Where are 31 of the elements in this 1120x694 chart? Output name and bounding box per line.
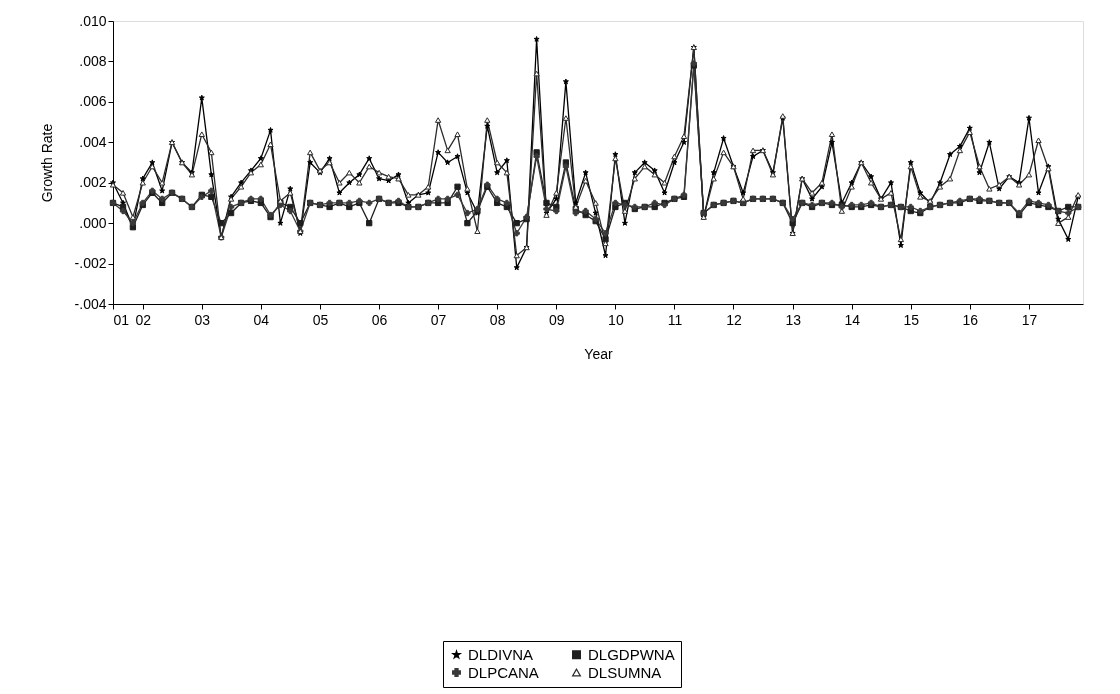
y-tick-label: .006 — [79, 93, 107, 110]
legend-label: DLDIVNA — [468, 645, 534, 663]
x-tick-label: 09 — [549, 311, 565, 328]
x-axis-title: Year — [584, 345, 613, 362]
y-tick-label: -.002 — [74, 255, 107, 272]
x-tick-label: 05 — [312, 311, 329, 328]
x-tick-label: 03 — [194, 311, 211, 328]
x-tick-label: 14 — [844, 311, 861, 328]
y-tick-label: .008 — [79, 52, 107, 69]
x-tick-label: 02 — [135, 311, 152, 328]
x-tick-label: 04 — [253, 311, 270, 328]
y-tick-label: -.004 — [74, 295, 107, 312]
x-tick-label: 10 — [608, 311, 624, 328]
x-tick-label: 16 — [962, 311, 979, 328]
x-tick-label: 08 — [489, 311, 506, 328]
x-tick-label: 17 — [1021, 311, 1038, 328]
legend-label: DLPCANA — [468, 663, 539, 681]
legend-label: DLSUMNA — [588, 663, 662, 681]
x-tick-label: 15 — [903, 311, 920, 328]
x-tick-label: 01 — [113, 311, 130, 328]
x-tick-label: 13 — [785, 311, 802, 328]
y-tick-label: .004 — [79, 133, 107, 150]
y-axis-title: Growth Rate — [38, 123, 55, 203]
x-tick-label: 12 — [726, 311, 742, 328]
x-tick-label: 11 — [667, 311, 683, 328]
y-tick-label: .000 — [79, 214, 107, 231]
y-tick-label: .010 — [79, 12, 107, 29]
x-tick-label: 06 — [371, 311, 388, 328]
x-tick-label: 07 — [430, 311, 447, 328]
legend-label: DLGDPWNA — [588, 645, 675, 663]
y-tick-label: .002 — [79, 174, 107, 191]
